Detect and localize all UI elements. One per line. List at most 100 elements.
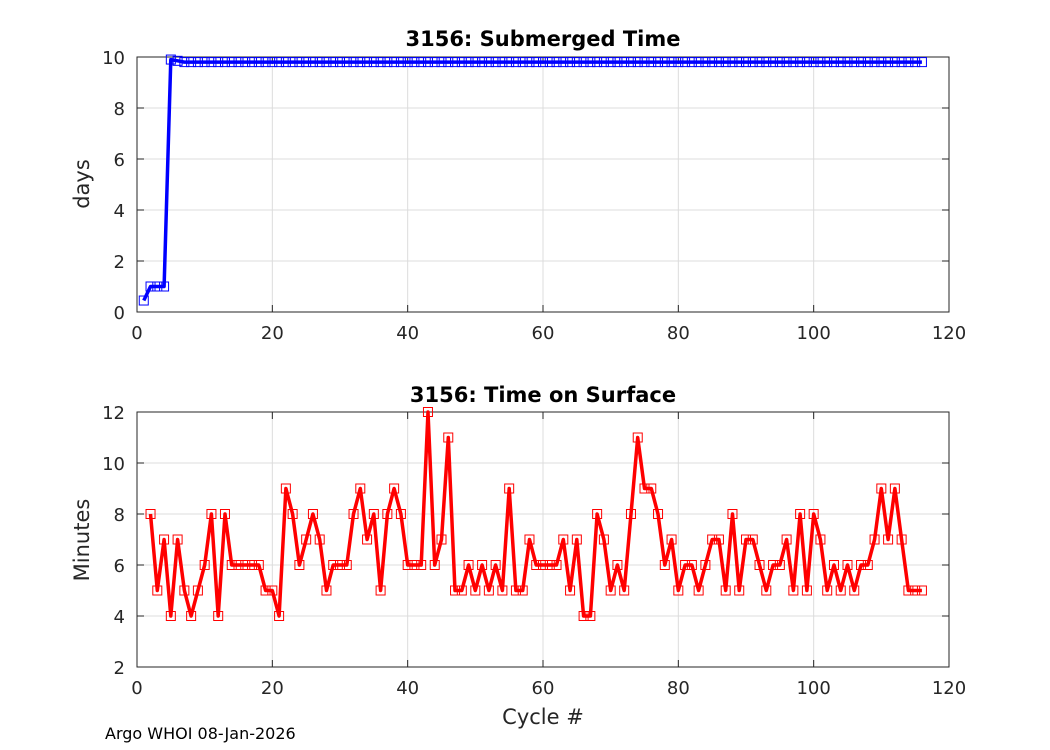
data-point-marker [680,57,691,68]
data-point-marker [822,585,833,596]
data-point-marker [659,57,670,68]
data-point-marker [355,483,366,494]
data-point-marker [314,534,325,545]
data-point-marker [362,534,373,545]
data-point-marker [612,560,623,570]
data-point-marker [795,509,806,519]
data-point-marker [903,57,914,68]
data-point-marker [768,57,779,68]
y-tick-label: 2 [114,658,125,679]
data-point-marker [639,483,650,494]
data-point-marker [849,585,860,596]
data-point-marker [578,611,589,621]
data-point-marker [247,57,258,68]
data-point-marker [632,432,643,443]
data-point-marker [477,57,488,68]
data-point-marker [910,585,921,596]
data-point-marker [659,560,670,570]
chart-submerged-time: 0 20 40 60 80 100 120 0 2 4 6 8 10 3156: Submerged T… [70,27,966,344]
data-point-marker [389,483,400,494]
data-point-marker [795,57,806,68]
data-point-marker [341,560,352,570]
data-point-marker [565,585,576,596]
data-point-marker [375,57,386,68]
data-point-marker [240,57,251,68]
data-point-marker [605,585,616,596]
data-point-marker [517,57,528,68]
x-tick-label: 100 [796,678,830,699]
data-point-marker [883,57,894,68]
data-point-marker [504,483,515,494]
data-point-marker [605,57,616,68]
data-point-marker [788,57,799,68]
data-point-marker [470,57,481,68]
data-point-marker [436,534,447,545]
data-point-marker [639,57,650,68]
data-point-marker [395,509,406,519]
data-point-marker [382,57,393,68]
data-point-marker [409,560,420,570]
data-point-marker [145,509,156,519]
data-point-marker [869,57,880,68]
x-axis-label: Cycle # [502,705,584,729]
data-point-marker [199,560,210,570]
x-tick-label: 80 [667,678,690,699]
data-point-marker [808,509,819,519]
data-point-marker [815,534,826,545]
y-tick-label: 4 [114,201,125,222]
data-point-marker [301,534,312,545]
data-point-marker [450,57,461,68]
data-point-marker [673,585,684,596]
data-point-marker [368,509,379,519]
data-point-marker [585,57,596,68]
data-point-marker [287,509,298,519]
data-point-marker [524,57,535,68]
data-point-marker [382,509,393,519]
data-point-marker [321,585,332,596]
data-point-marker [186,611,197,621]
data-point-marker [713,534,724,545]
data-point-marker [443,432,454,443]
data-point-marker [558,57,569,68]
data-point-marker [835,585,846,596]
data-point-marker [707,534,718,545]
x-tick-label: 40 [396,323,419,344]
data-point-marker [145,281,156,292]
x-tick-label: 100 [796,323,830,344]
data-point-marker [510,585,521,596]
x-tick-label: 80 [667,323,690,344]
data-point-marker [896,534,907,545]
data-point-marker [260,585,271,596]
data-point-marker [538,57,548,68]
data-point-marker [619,585,630,596]
data-point-marker [842,560,853,570]
data-point-marker [219,57,230,68]
data-point-marker [470,585,481,596]
data-point-marker [754,560,765,570]
data-point-marker [565,57,576,68]
data-point-marker [666,534,677,545]
data-point-marker [666,57,677,68]
data-point-marker [422,57,433,68]
data-point-marker [700,560,711,570]
x-tick-label: 60 [532,323,555,344]
data-point-marker [808,57,819,68]
data-point-marker [578,57,589,68]
data-point-marker [402,560,413,570]
data-point-marker [416,57,427,68]
data-point-marker [551,57,562,68]
x-tick-label: 60 [532,678,555,699]
data-point-marker [903,585,914,596]
data-point-marker [294,560,305,570]
data-point-marker [328,57,339,68]
chart-time-on-surface: 0 20 40 60 80 100 120 2 4 6 8 10 12 3156: Time on Su… [70,383,966,729]
data-point-marker [747,57,758,68]
data-point-marker [375,585,386,596]
data-point-marker [747,534,758,545]
data-point-marker [429,57,440,68]
data-point-marker [707,57,718,68]
data-point-marker [206,57,217,68]
data-point-marker [625,57,636,68]
data-point-marker [916,57,927,68]
